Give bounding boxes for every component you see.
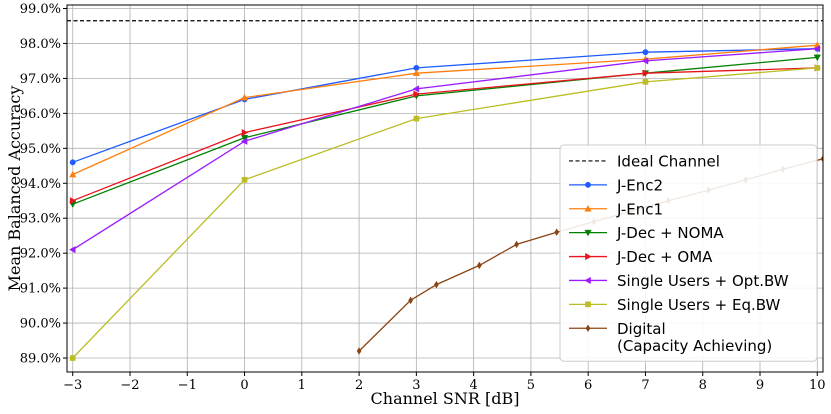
legend-item: J-Dec + OMA xyxy=(569,248,713,266)
y-tick-label: 94.0% xyxy=(20,177,61,192)
x-tick-label: 9 xyxy=(756,378,764,393)
legend-label: J-Dec + NOMA xyxy=(616,224,724,242)
x-tick-label: 1 xyxy=(298,378,306,393)
data-point xyxy=(642,49,649,56)
x-tick-label: 6 xyxy=(584,378,592,393)
legend-marker xyxy=(584,229,592,237)
legend-marker xyxy=(585,324,591,333)
data-point xyxy=(356,347,362,355)
tick-layer: −3 −2 −1 0 1 2 3 4 5 6 7 8 9 10 89.0% 90.0% 91.0% 92.0% 93… xyxy=(20,2,826,393)
legend-label: Single Users + Eq.BW xyxy=(617,296,781,314)
data-point xyxy=(641,57,649,65)
data-point xyxy=(69,159,76,166)
legend-marker xyxy=(585,252,592,261)
plot-frame xyxy=(66,4,824,373)
x-tick-label: −1 xyxy=(178,378,197,393)
x-tick-label: 0 xyxy=(240,378,248,393)
legend-marker xyxy=(584,276,591,285)
legend-label: J-Enc1 xyxy=(616,200,663,218)
y-tick-label: 90.0% xyxy=(20,317,61,332)
y-tick-label: 96.0% xyxy=(20,107,61,122)
series-4 xyxy=(69,45,821,254)
x-tick-label: 8 xyxy=(699,378,707,393)
x-tick-label: 4 xyxy=(469,378,477,393)
legend-label: J-Dec + OMA xyxy=(616,248,713,266)
y-tick-label: 95.0% xyxy=(20,142,61,157)
series-5 xyxy=(69,65,821,361)
data-point xyxy=(240,135,249,142)
data-point xyxy=(642,69,650,77)
legend-label: Digital (Capacity Achieving) xyxy=(617,320,772,355)
data-point xyxy=(69,197,77,205)
legend-item: Single Users + Opt.BW xyxy=(569,272,789,290)
x-tick-label: 10 xyxy=(809,378,826,393)
data-point xyxy=(240,137,248,145)
y-axis-title: Mean Balanced Accuracy xyxy=(5,86,24,292)
x-tick-label: 3 xyxy=(412,378,420,393)
legend-item: Single Users + Eq.BW xyxy=(569,296,781,314)
legend: Ideal Channel J-Enc2 J-Enc1 J-Dec + NOMA J-D… xyxy=(559,144,818,362)
y-tick-label: 89.0% xyxy=(20,352,61,367)
y-tick-label: 91.0% xyxy=(20,282,61,297)
legend-item: J-Enc2 xyxy=(569,176,663,194)
data-point xyxy=(476,261,482,270)
data-point xyxy=(814,65,821,71)
legend-marker xyxy=(585,301,591,308)
data-point xyxy=(554,228,560,237)
y-tick-label: 93.0% xyxy=(20,212,61,227)
legend-marker xyxy=(585,181,591,188)
data-point xyxy=(514,240,519,249)
data-point xyxy=(813,45,821,53)
legend-label: Single Users + Opt.BW xyxy=(617,272,789,290)
data-point xyxy=(241,176,248,183)
data-point xyxy=(408,296,414,305)
data-point xyxy=(241,128,249,137)
legend-marker xyxy=(584,205,592,212)
data-point xyxy=(434,280,439,289)
data-point xyxy=(813,54,821,62)
data-point xyxy=(69,246,76,254)
x-tick-label: 2 xyxy=(355,378,363,393)
y-tick-label: 99.0% xyxy=(20,2,61,17)
legend-item: J-Dec + NOMA xyxy=(569,224,724,242)
data-point xyxy=(412,85,420,93)
y-tick-label: 97.0% xyxy=(20,72,61,87)
x-tick-label: −2 xyxy=(120,378,139,393)
x-axis-title: Channel SNR [dB] xyxy=(371,389,520,408)
x-tick-label: 5 xyxy=(527,378,535,393)
data-point xyxy=(412,69,420,76)
data-point xyxy=(820,154,823,163)
y-tick-label: 98.0% xyxy=(20,37,61,52)
legend-box xyxy=(559,144,818,362)
data-point xyxy=(413,90,421,98)
data-point xyxy=(240,93,249,101)
legend-item: Ideal Channel xyxy=(569,152,720,170)
data-point xyxy=(69,355,76,361)
data-point xyxy=(413,115,420,122)
legend-item: J-Enc1 xyxy=(569,200,663,218)
x-tick-label: 7 xyxy=(641,378,649,393)
legend-label: J-Enc2 xyxy=(616,176,663,194)
y-tick-label: 92.0% xyxy=(20,247,61,262)
x-tick-label: −3 xyxy=(63,378,82,393)
legend-item: Digital (Capacity Achieving) xyxy=(569,320,772,355)
data-point xyxy=(69,170,77,178)
legend-label: Ideal Channel xyxy=(617,152,720,170)
data-point xyxy=(642,79,649,85)
